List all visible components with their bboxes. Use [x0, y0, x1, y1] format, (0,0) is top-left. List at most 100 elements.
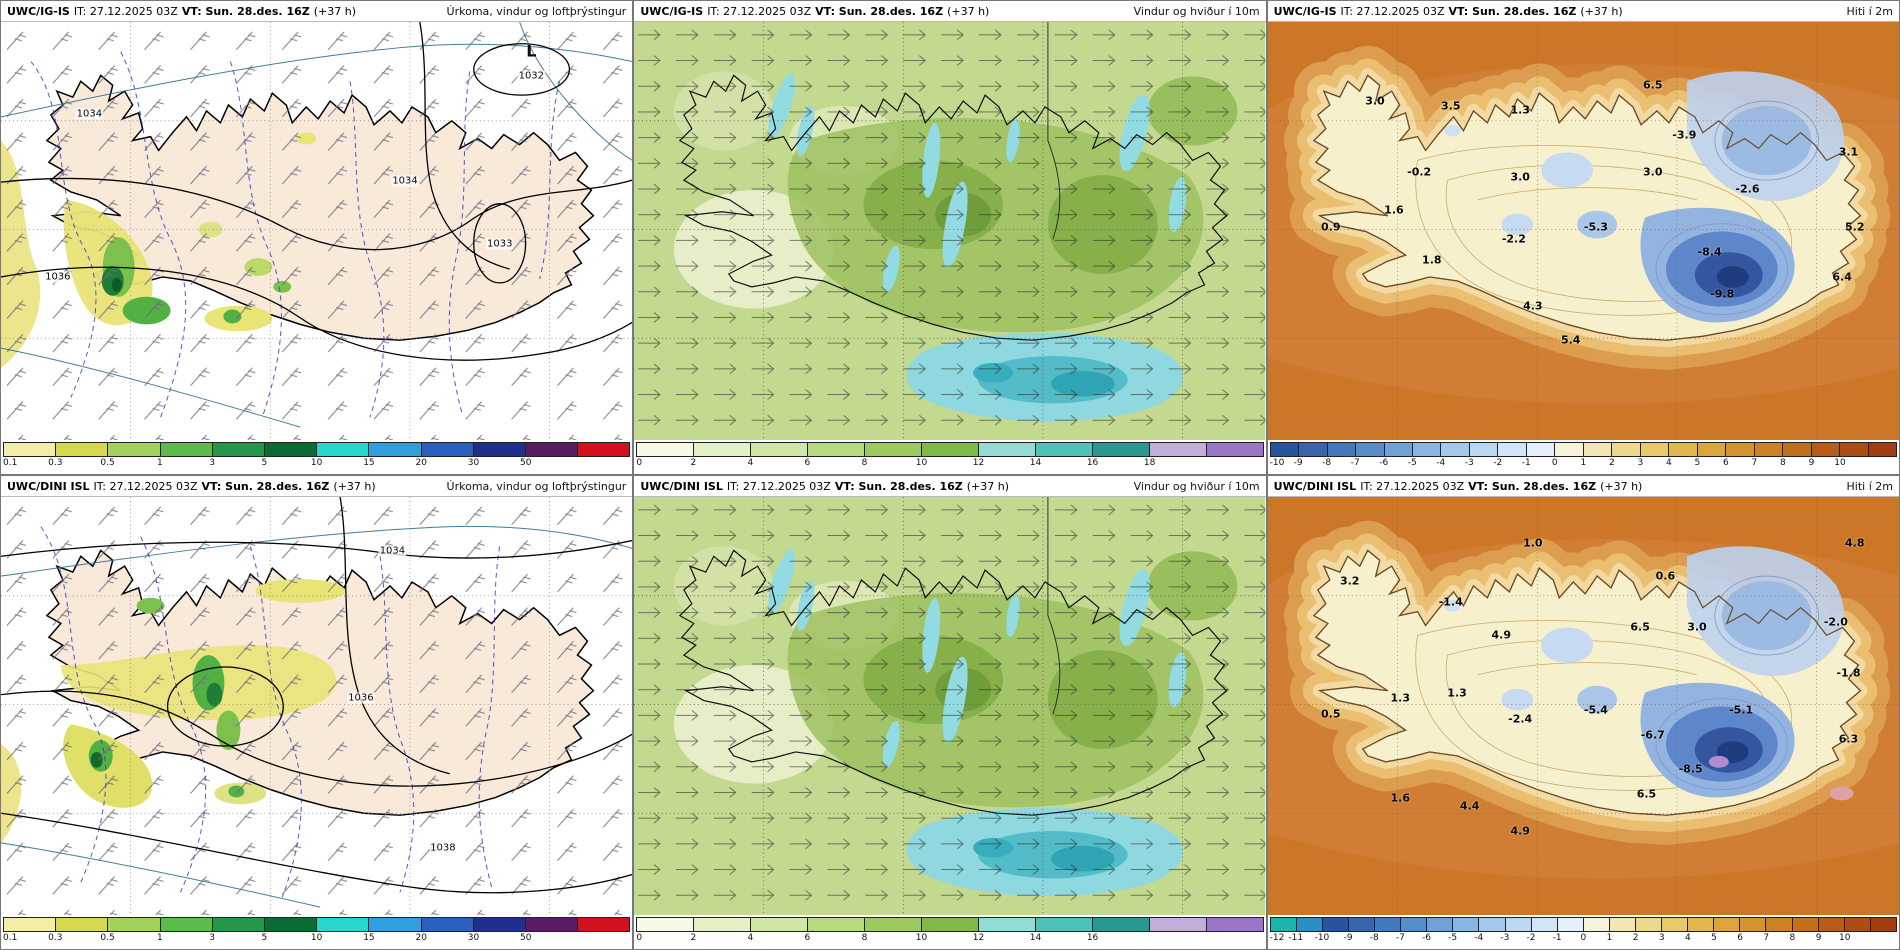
- colorbar-tick-label: 50: [520, 458, 532, 468]
- colorbar-tick-label: 15: [363, 458, 375, 468]
- panel-igis-precip: UWC/IG-IS IT: 27.12.2025 03Z VT: Sun. 28.d…: [0, 0, 634, 475]
- colorbar-tick-label: 0: [1551, 458, 1558, 468]
- temp-map-graphic: [1268, 22, 1899, 440]
- precip-map: L 1032 1034 1034 1033 1036: [1, 22, 632, 440]
- colorbar-tick-label: 4: [1685, 933, 1691, 943]
- colorbar-segment: [1583, 918, 1610, 931]
- precip-map-graphic: [1, 497, 632, 915]
- colorbar-tick-label: -3: [1500, 933, 1510, 943]
- model-name: UWC/IG-IS: [7, 4, 70, 18]
- colorbar-tick-label: 16: [1086, 458, 1099, 468]
- colorbar-tick-label: 6: [804, 933, 811, 943]
- colorbar-segment: [1479, 918, 1506, 931]
- colorbar-segment: [865, 918, 923, 931]
- colorbar-tick-label: 4: [747, 933, 754, 943]
- colorbar-tick-label: 1: [1606, 933, 1613, 943]
- colorbar-tick-label: 14: [1029, 933, 1042, 943]
- colorbar-segment: [1348, 918, 1376, 931]
- colorbar-segment: [473, 443, 526, 456]
- colorbar-tick-label: 8: [861, 458, 868, 468]
- colorbar-tick-label: -6: [1421, 933, 1431, 943]
- panel-title: Hiti í 2m: [1846, 479, 1893, 493]
- colorbar-tick-label: 5: [1711, 933, 1717, 943]
- colorbar-segment: [694, 443, 752, 456]
- colorbar-segment: [578, 443, 630, 456]
- colorbar-tick-label: 0: [636, 933, 643, 943]
- colorbar-segment: [1327, 443, 1357, 456]
- colorbar-tick-label: 10: [915, 458, 928, 468]
- valid-time: VT: Sun. 28.des. 16Z: [815, 4, 944, 18]
- colorbar-tick-label: 20: [415, 933, 427, 943]
- colorbar-tick-label: -3: [1464, 458, 1474, 468]
- colorbar-tick-label: -5: [1407, 458, 1417, 468]
- colorbar-segment: [808, 443, 866, 456]
- colorbar-tick-label: -4: [1436, 458, 1446, 468]
- wind-map-graphic: [634, 497, 1265, 915]
- valid-time: VT: Sun. 28.des. 16Z: [1468, 479, 1597, 493]
- colorbar-segment: [1640, 443, 1670, 456]
- colorbar-tick-label: 30: [467, 458, 480, 468]
- init-time: IT: 27.12.2025 03Z: [707, 4, 812, 18]
- panel-dini-temp: UWC/DINI ISL IT: 27.12.2025 03Z VT: Sun. 2…: [1266, 475, 1900, 950]
- colorbar-segment: [1870, 918, 1896, 931]
- colorbar-tick-label: 15: [363, 933, 375, 943]
- init-time: IT: 27.12.2025 03Z: [73, 4, 178, 18]
- valid-time: VT: Sun. 28.des. 16Z: [181, 4, 310, 18]
- colorbar-segment: [1356, 443, 1385, 456]
- colorbar-tick-label: 0.5: [100, 933, 115, 943]
- precip-map: 1034 1036 1038: [1, 497, 632, 915]
- colorbar-segment: [525, 918, 579, 931]
- colorbar-segment: [108, 918, 161, 931]
- colorbar-segment: [751, 443, 809, 456]
- colorbar-labels: 0 2 4 6 8 10 12 14 16 18: [636, 457, 1263, 471]
- precip-map-graphic: [1, 22, 632, 440]
- colorbar-segment: [4, 443, 57, 456]
- temp-colorbar: -10 -9 -8 -7 -6 -5 -4 -3 -2 -1 0 1 2 3 4 5 6 7 8 9 10: [1267, 440, 1899, 474]
- colorbar-segment: [1818, 918, 1845, 931]
- lead-time: (+37 h): [1600, 479, 1643, 493]
- temp-map: 1.0 0.6 4.8 3.2 -1.4 6.5 3.0 -2.0 4.9 -1.8 1.3 1.3-…: [1268, 497, 1899, 915]
- colorbar-segment: [1505, 918, 1532, 931]
- temp-map: 3.0 3.5 1.3 6.5 -3.9 3.1 -0.2 3.0 3.0 -2.6 1.6 0.9-…: [1268, 22, 1899, 440]
- lead-time: (+37 h): [333, 479, 376, 493]
- colorbar-scale: [3, 442, 631, 457]
- colorbar-segment: [637, 443, 695, 456]
- colorbar-segment: [1299, 443, 1328, 456]
- run-info: UWC/IG-IS IT: 27.12.2025 03Z VT: Sun. 28.d…: [1274, 5, 1627, 18]
- colorbar-labels: -10 -9 -8 -7 -6 -5 -4 -3 -2 -1 0 1 2 3 4 5 6 7 8 9 10: [1270, 457, 1897, 471]
- colorbar-tick-label: 1: [1580, 458, 1587, 468]
- colorbar-tick-label: 0.1: [3, 458, 18, 468]
- colorbar-segment: [1783, 443, 1812, 456]
- panel-title: Vindur og hviður í 10m: [1133, 479, 1260, 493]
- colorbar-tick-label: 1: [156, 458, 163, 468]
- lead-time: (+37 h): [313, 4, 356, 18]
- panel-igis-wind: UWC/IG-IS IT: 27.12.2025 03Z VT: Sun. 28.d…: [633, 0, 1267, 475]
- colorbar-segment: [694, 918, 752, 931]
- init-time: IT: 27.12.2025 03Z: [1340, 4, 1445, 18]
- run-info: UWC/DINI ISL IT: 27.12.2025 03Z VT: Sun. 2…: [7, 480, 380, 493]
- model-name: UWC/IG-IS: [1273, 4, 1337, 18]
- lead-time: (+37 h): [966, 479, 1010, 493]
- colorbar-segment: [1583, 443, 1613, 456]
- colorbar-segment: [473, 918, 526, 931]
- colorbar-segment: [1740, 918, 1767, 931]
- model-name: UWC/DINI ISL: [640, 479, 723, 493]
- colorbar-tick-label: 5: [261, 933, 268, 943]
- colorbar-tick-label: 0.1: [3, 933, 18, 943]
- colorbar-segment: [1557, 918, 1584, 931]
- colorbar-tick-label: -7: [1350, 458, 1360, 468]
- run-info: UWC/IG-IS IT: 27.12.2025 03Z VT: Sun. 28.d…: [640, 5, 993, 18]
- model-name: UWC/DINI ISL: [1273, 479, 1357, 493]
- colorbar-segment: [978, 918, 1036, 931]
- lead-time: (+37 h): [1580, 4, 1623, 18]
- colorbar-tick-label: 18: [1143, 458, 1156, 468]
- colorbar-tick-label: 3: [209, 933, 215, 943]
- colorbar-segment: [1035, 443, 1093, 456]
- colorbar-segment: [1754, 443, 1784, 456]
- colorbar-segment: [1609, 918, 1636, 931]
- colorbar-segment: [1375, 918, 1402, 931]
- colorbar-segment: [1092, 443, 1150, 456]
- colorbar-tick-label: -2: [1493, 458, 1503, 468]
- colorbar-tick-label: 16: [1086, 933, 1099, 943]
- colorbar-tick-label: 2: [1608, 458, 1615, 468]
